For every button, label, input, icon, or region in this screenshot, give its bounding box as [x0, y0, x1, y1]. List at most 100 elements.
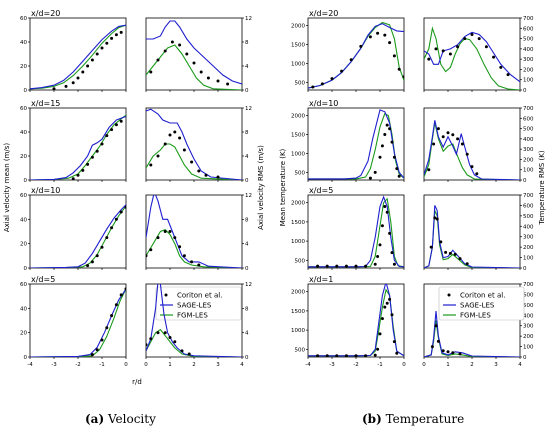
exp-point [506, 73, 510, 77]
panel-2-3: 500 1000 1500 2000 -4 -3 -2 -1 0 x/d=1 [291, 275, 406, 368]
exp-point [325, 264, 329, 268]
exp-point [71, 81, 75, 85]
exp-point [90, 58, 94, 62]
y-tick-label: 600 [523, 203, 534, 209]
exp-point [499, 65, 503, 69]
exp-point [388, 127, 392, 131]
caption-a-text: Velocity [107, 412, 156, 426]
exp-point [439, 240, 443, 244]
y-tick-label: 600 [523, 292, 534, 298]
y-tick-label: 400 [523, 137, 534, 143]
y-tick-label: 12 [245, 16, 252, 22]
exp-point [197, 263, 201, 267]
exp-point [456, 137, 460, 141]
exp-point [124, 287, 126, 291]
exp-point [395, 167, 399, 171]
y-tick-label: 1000 [291, 328, 305, 334]
y-tick-label: 4 [245, 64, 249, 70]
panel-3-1: 0 100 200 300 400 500 600 700 [423, 106, 534, 184]
exp-point [124, 205, 126, 209]
exp-point [81, 70, 85, 74]
exp-point [190, 260, 194, 264]
panel-label: x/d=20 [31, 9, 60, 18]
x-tick-label: 2 [192, 362, 196, 368]
y-tick-label: 1500 [291, 309, 305, 315]
exp-point [178, 43, 182, 47]
y-tick-label: 40 [20, 40, 27, 46]
y-tick-label: 12 [245, 282, 252, 288]
panel-1-1: 0 4 8 12 [145, 106, 252, 184]
y-tick-label: 60 [20, 16, 27, 22]
x-tick-label: -1 [377, 362, 382, 368]
exp-point [146, 254, 148, 258]
exp-point [325, 354, 329, 357]
exp-point [388, 231, 392, 235]
exp-point [429, 245, 433, 249]
exp-point [444, 250, 448, 254]
exp-point [390, 140, 394, 144]
series-fgm-les [308, 112, 404, 180]
x-tick-label: -4 [27, 362, 33, 368]
x-tick-label: 0 [124, 362, 128, 368]
exp-point [427, 168, 431, 172]
exp-point [81, 168, 85, 172]
exp-point [433, 216, 437, 220]
y-tick-label: 1000 [291, 151, 305, 157]
exp-point [395, 351, 399, 355]
exp-point [163, 49, 167, 53]
y-tick-label: 700 [523, 193, 534, 199]
exp-point [376, 347, 380, 351]
exp-point [354, 354, 358, 357]
y-tick-label: 0 [245, 88, 249, 94]
legend-entry: SAGE-LES [177, 302, 212, 310]
y-tick-label: 0 [24, 266, 28, 272]
exp-point [492, 55, 496, 59]
exp-point [470, 165, 474, 169]
y-tick-label: 40 [20, 306, 27, 312]
exp-point [475, 172, 479, 176]
exp-point [390, 313, 394, 317]
y-tick-label: 300 [523, 324, 534, 330]
exp-point [95, 254, 99, 258]
exp-point [192, 61, 196, 65]
series-fgm-les [146, 143, 242, 180]
exp-point [163, 230, 167, 233]
y-tick-label: 500 [523, 214, 534, 220]
series-sage-les [30, 204, 126, 268]
exp-point [344, 354, 348, 357]
series-fgm-les [424, 26, 520, 90]
y-tick-label: 1500 [291, 133, 305, 139]
exp-point [86, 264, 90, 268]
exp-point [316, 354, 320, 357]
exp-point [335, 264, 339, 268]
exp-point [114, 33, 118, 37]
y-tick-label: 700 [523, 106, 534, 112]
series-sage-les [308, 109, 404, 180]
exp-point [168, 336, 172, 339]
y-axis-label: Temperature RMS (K) [538, 150, 546, 225]
legend-marker-exp [447, 293, 451, 297]
exp-point [114, 217, 118, 221]
y-tick-label: 1500 [291, 220, 305, 226]
legend-entry: Coriton et al. [460, 292, 505, 300]
exp-point [465, 262, 469, 266]
exp-point [378, 155, 382, 159]
exp-point [114, 123, 118, 127]
exp-point [100, 142, 104, 146]
exp-point [173, 236, 177, 240]
series-sage-les [308, 23, 404, 89]
series-sage-les [424, 311, 520, 357]
panel-0-3: 0 20 40 60 -4 -3 -2 -1 0 x/d=5 [20, 275, 128, 368]
exp-point [206, 76, 210, 80]
exp-point [178, 136, 182, 140]
series-group [146, 284, 242, 357]
caption-b-text: Temperature [385, 412, 465, 426]
exp-point [484, 45, 488, 49]
exp-point [187, 352, 191, 356]
series-sage-les [424, 120, 520, 180]
y-tick-label: 500 [295, 347, 306, 353]
exp-point [182, 254, 186, 258]
series-sage-les [146, 108, 242, 180]
exp-point [110, 314, 114, 318]
series-sage-les [308, 284, 404, 357]
